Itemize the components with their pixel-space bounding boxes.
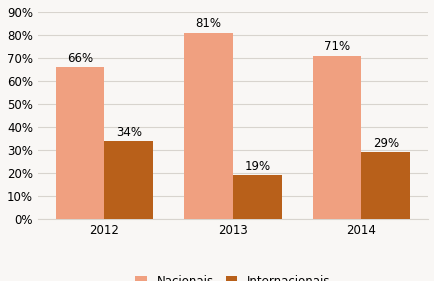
- Bar: [56, 67, 104, 219]
- Bar: [361, 152, 409, 219]
- Legend: Nacionais, Internacionais: Nacionais, Internacionais: [131, 271, 334, 281]
- Bar: [232, 175, 281, 219]
- Bar: [184, 33, 232, 219]
- Text: 71%: 71%: [323, 40, 349, 53]
- Bar: [104, 141, 153, 219]
- Text: 29%: 29%: [372, 137, 398, 150]
- Bar: [312, 56, 361, 219]
- Text: 81%: 81%: [195, 17, 221, 30]
- Text: 66%: 66%: [67, 52, 93, 65]
- Text: 19%: 19%: [244, 160, 270, 173]
- Text: 34%: 34%: [115, 126, 141, 139]
